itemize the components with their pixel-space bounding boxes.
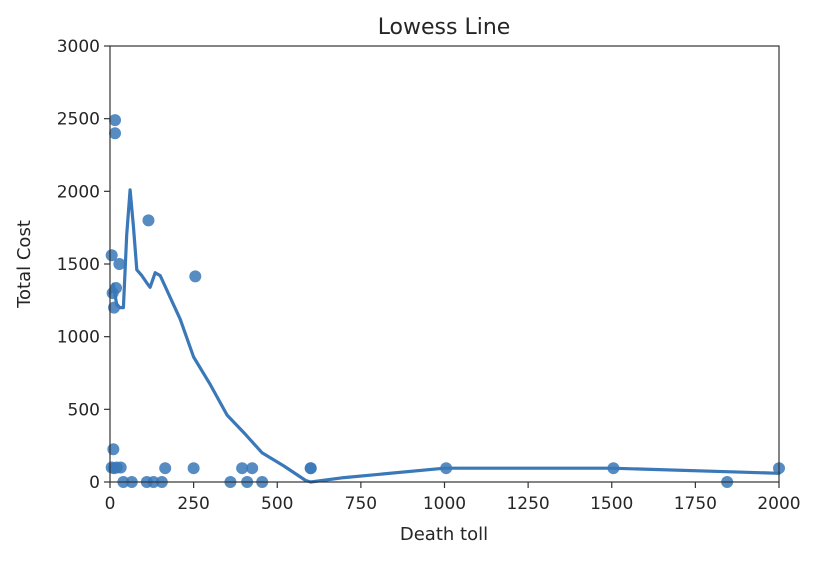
y-tick-label: 1500 — [57, 255, 100, 275]
x-axis-ticks: 0 250 500 750 1000 1250 1500 1750 2000 — [105, 482, 801, 514]
data-point — [113, 258, 126, 270]
chart-title: Lowess Line — [378, 15, 511, 40]
y-tick-label: 1000 — [57, 328, 100, 348]
data-point — [107, 443, 120, 456]
data-point — [246, 462, 259, 475]
data-point — [159, 462, 172, 475]
y-tick-label: 500 — [68, 400, 100, 420]
data-point — [109, 127, 122, 140]
plot-area — [110, 46, 779, 482]
lowess-lines — [108, 188, 781, 484]
x-tick-label: 1250 — [506, 494, 549, 514]
scatter-points — [105, 114, 785, 488]
x-tick-label: 0 — [105, 494, 116, 514]
data-point — [142, 214, 155, 227]
plot-frame — [109, 45, 780, 483]
lowess-line — [108, 188, 781, 484]
x-tick-label: 2000 — [757, 494, 800, 514]
x-tick-label: 750 — [345, 494, 377, 514]
y-tick-label: 2000 — [57, 182, 100, 202]
y-axis-label: Total Cost — [14, 220, 35, 309]
data-point — [236, 462, 249, 475]
y-tick-label: 3000 — [57, 37, 100, 57]
y-tick-label: 0 — [89, 473, 100, 493]
data-point — [109, 114, 122, 127]
data-point — [105, 249, 118, 262]
x-tick-label: 250 — [177, 494, 209, 514]
data-point — [114, 461, 127, 474]
x-tick-label: 500 — [261, 494, 293, 514]
y-tick-label: 2500 — [57, 110, 100, 130]
x-tick-label: 1500 — [590, 494, 633, 514]
data-point — [304, 462, 317, 475]
x-tick-label: 1000 — [423, 494, 466, 514]
x-axis-label: Death toll — [400, 524, 488, 545]
data-point — [187, 462, 200, 475]
x-tick-label: 1750 — [674, 494, 717, 514]
y-axis-ticks: 0 500 1000 1500 2000 2500 3000 — [57, 37, 110, 493]
data-point — [189, 270, 202, 283]
